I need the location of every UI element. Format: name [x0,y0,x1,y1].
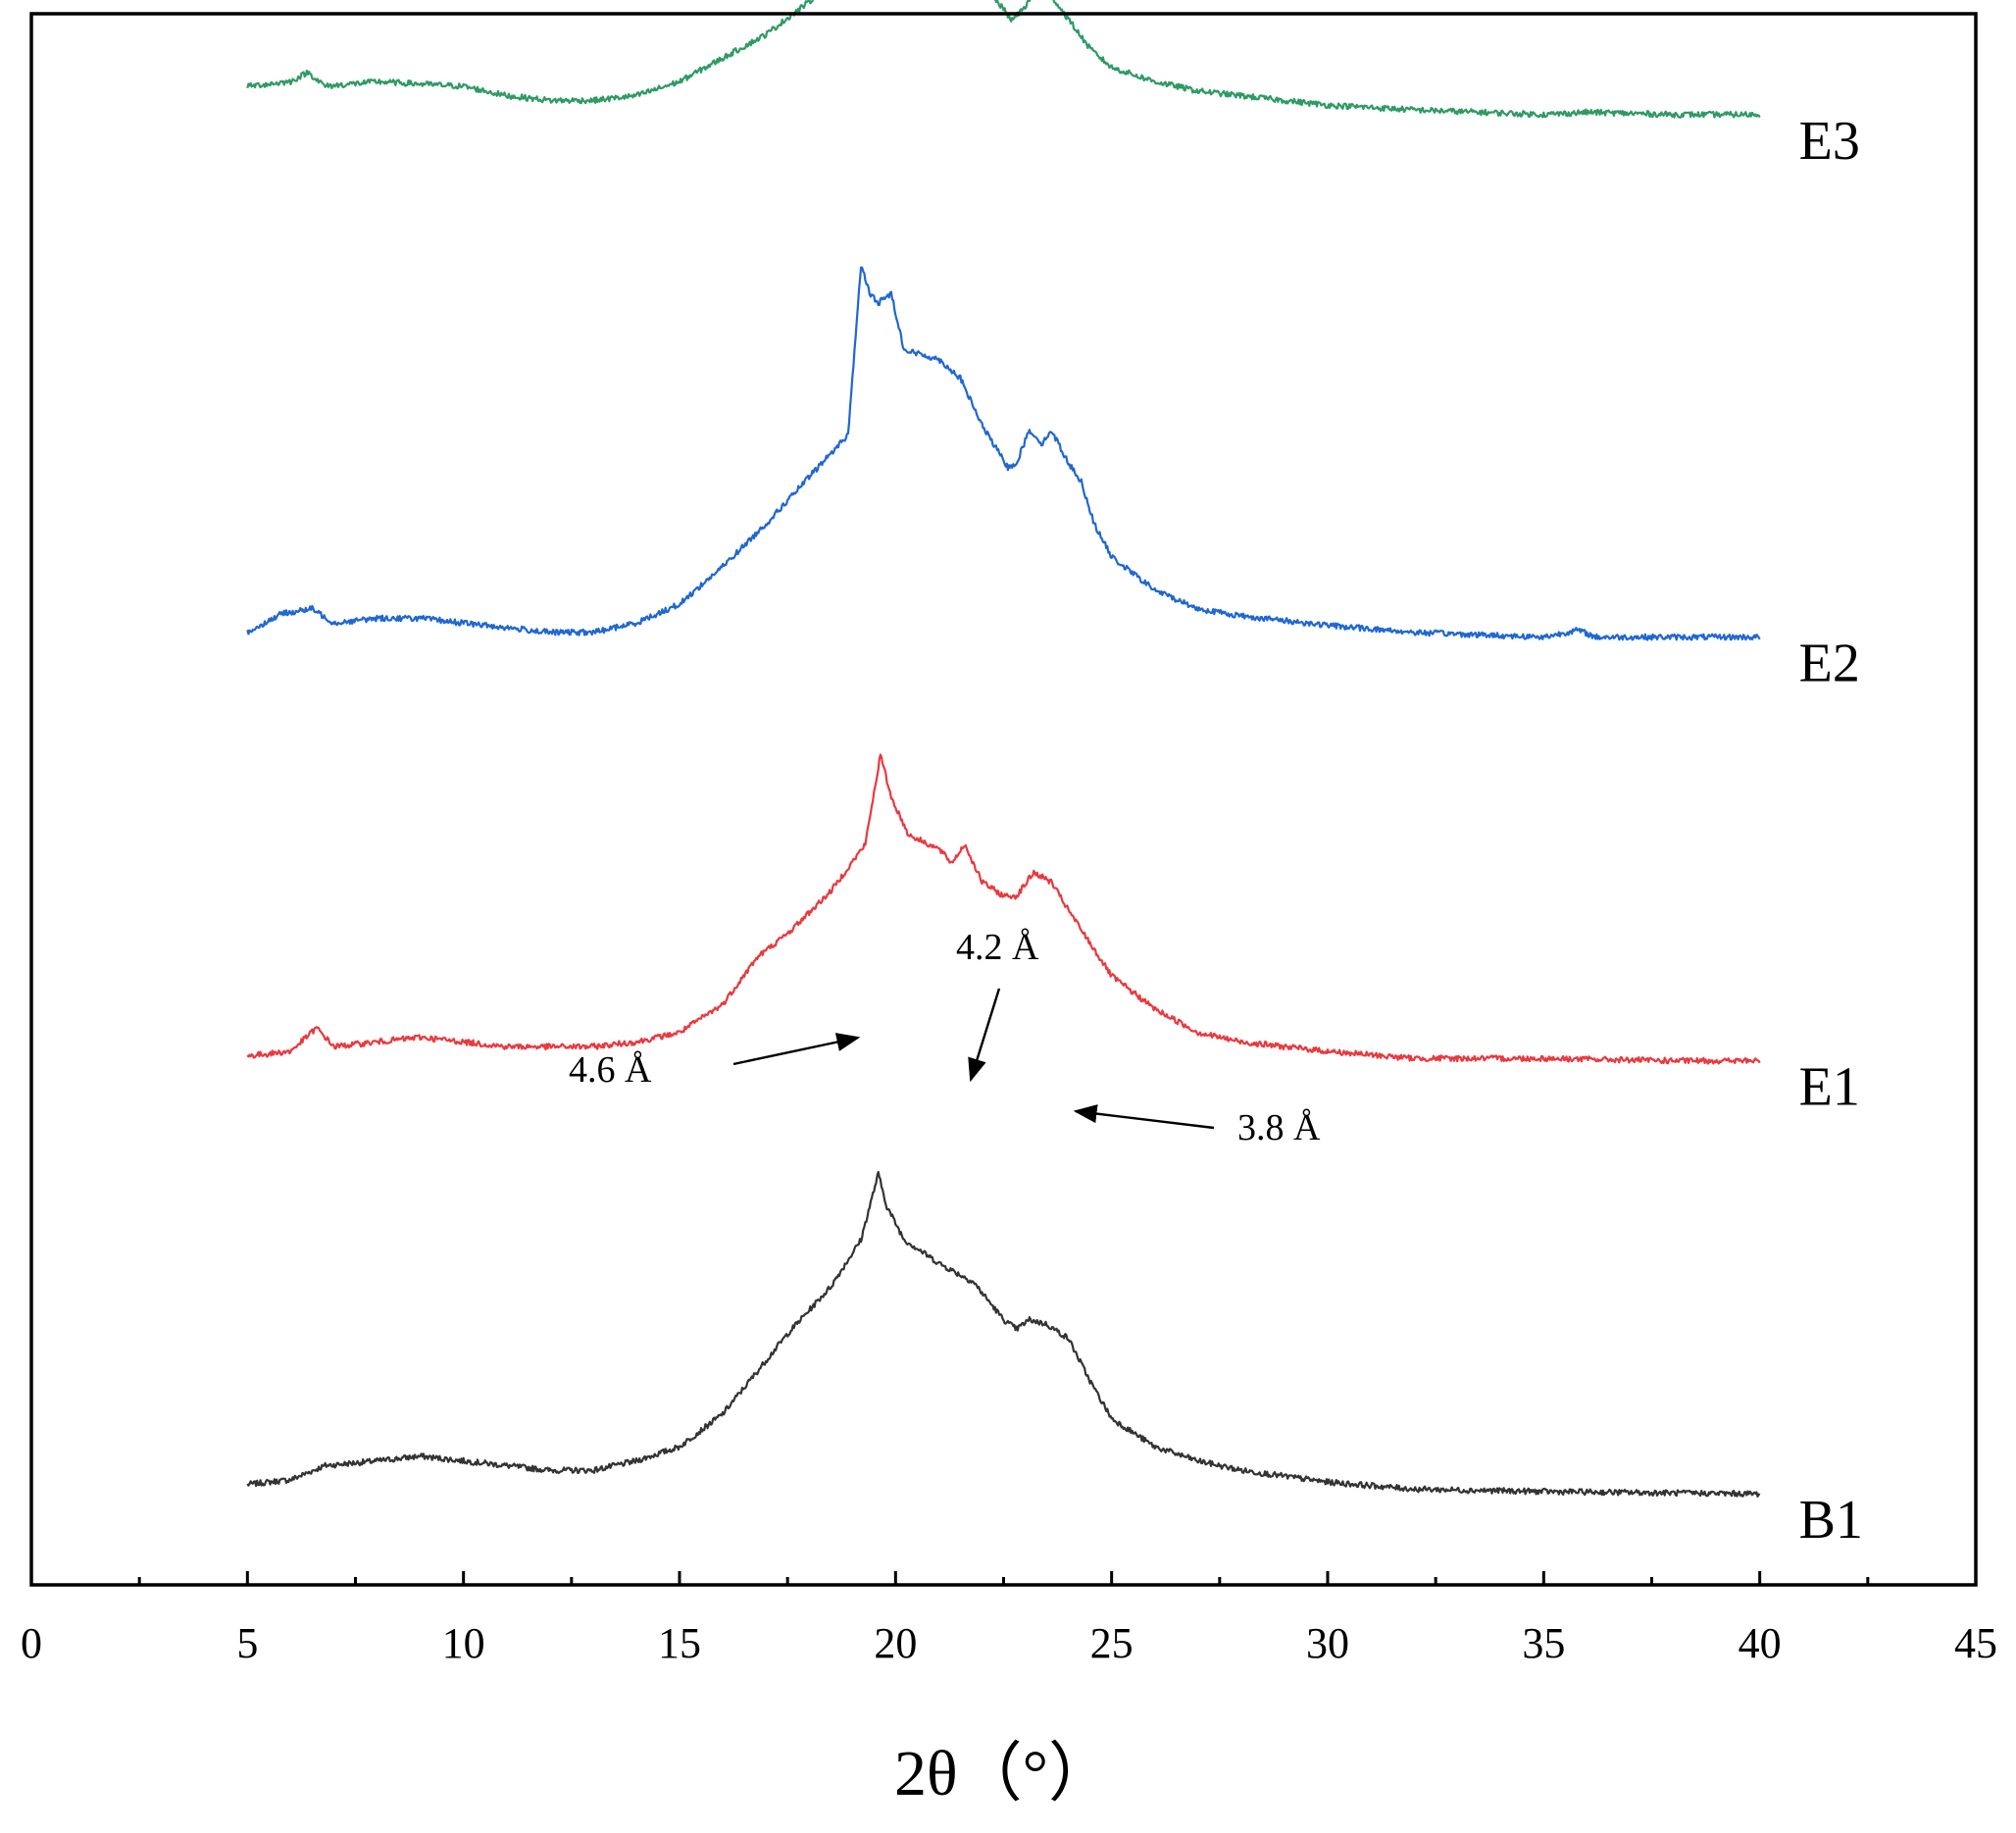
x-tick-label: 10 [442,1619,485,1667]
annotation-label-2: 4.2 Å [956,927,1039,968]
x-tick-label: 0 [21,1619,42,1667]
series-label-e2: E2 [1799,634,1860,694]
annotation-label-1: 4.6 Å [569,1049,652,1091]
series-line-e1 [246,753,1761,1065]
x-tick-label: 40 [1739,1619,1782,1667]
x-tick-label: 15 [658,1619,701,1667]
series-label-e1: E1 [1799,1057,1860,1118]
annotation-arrow-1 [732,1033,861,1066]
series-line-e3 [246,0,1761,119]
annotation-arrow-2 [968,988,1001,1083]
plot-frame [29,12,1978,1587]
x-tick-label: 5 [236,1619,258,1667]
series-label-e3: E3 [1799,111,1860,172]
x-tick-label: 35 [1522,1619,1565,1667]
x-tick-label: 20 [874,1619,917,1667]
x-tick-label: 30 [1306,1619,1349,1667]
annotation-label-3: 3.8 Å [1237,1107,1321,1148]
x-tick-label: 25 [1090,1619,1134,1667]
annotation-arrow-3 [1073,1104,1215,1130]
x-axis-title: 2θ（°） [894,1738,1113,1809]
series-label-b1: B1 [1799,1490,1863,1551]
series-line-e2 [246,266,1761,641]
series-line-b1 [246,1170,1761,1498]
x-tick-label: 45 [1954,1619,1997,1667]
